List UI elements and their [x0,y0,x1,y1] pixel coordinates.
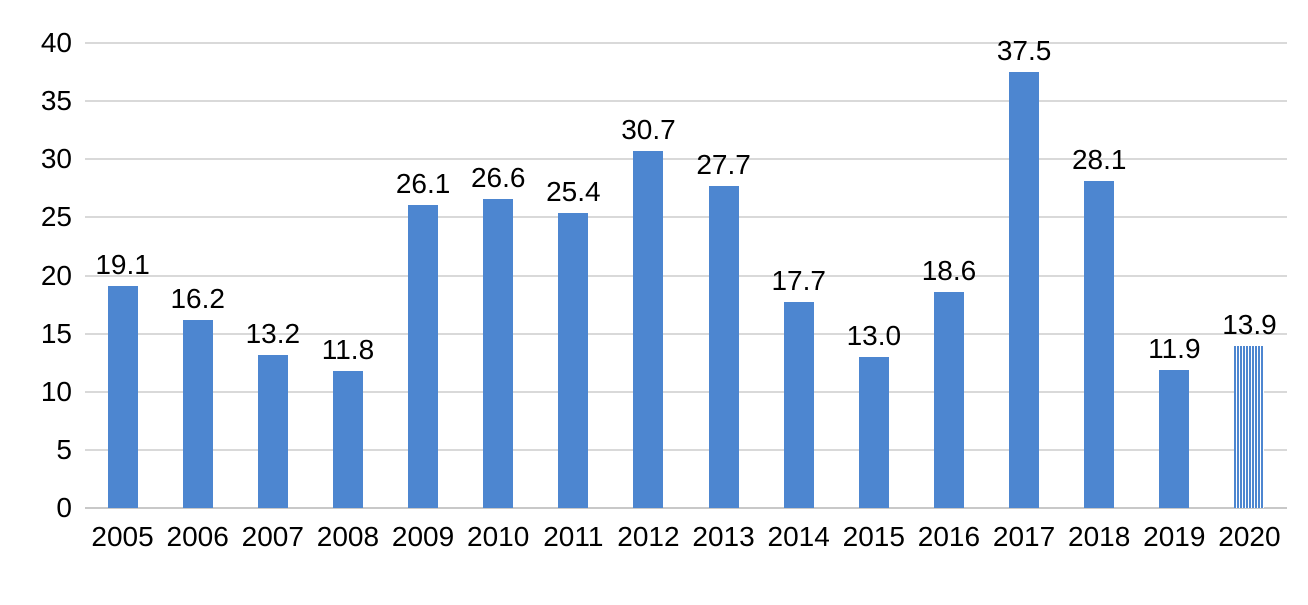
y-tick-label: 10 [40,375,72,407]
bar-value-label: 17.7 [771,265,826,297]
bar [1084,181,1115,508]
bar-value-label: 25.4 [546,175,601,207]
gridline [85,42,1287,44]
y-tick-label: 35 [40,85,72,117]
bar-value-label: 30.7 [621,114,676,146]
x-tick-label: 2008 [316,521,380,552]
x-tick-label: 2020 [1218,521,1281,552]
x-tick-label: 2013 [692,521,755,552]
bar-value-label: 13.9 [1222,309,1277,341]
bar-value-label: 26.1 [395,167,451,199]
bar-value-label: 11.8 [321,333,375,365]
bar [483,198,514,508]
bar-value-label: 19.1 [95,248,150,280]
bar-striped [1234,346,1265,508]
gridline [85,216,1287,219]
bar [1009,72,1040,508]
x-tick-label: 2019 [1143,521,1206,552]
gridline [85,390,1287,393]
bar-value-label: 13.0 [846,319,902,351]
gridline [85,158,1287,161]
bar-value-label: 28.1 [1071,144,1127,176]
x-tick-label: 2012 [617,521,680,552]
x-tick-label: 2010 [467,521,530,552]
bar-value-label: 16.2 [170,282,225,314]
bar-value-label: 18.6 [921,254,977,286]
bar-value-label: 37.5 [996,35,1052,67]
bar [783,302,814,508]
bar [858,356,889,508]
bar [1159,369,1190,508]
bar [933,291,964,508]
x-tick-label: 2011 [543,521,604,552]
bar-value-label: 27.7 [696,148,751,180]
gridline [85,332,1287,335]
plot-area [85,42,1287,509]
bar [182,319,213,508]
x-tick-label: 2015 [842,521,905,552]
y-tick-label: 15 [40,317,72,349]
bar [332,370,363,508]
x-tick-label: 2018 [1068,521,1131,552]
gridline [85,274,1287,277]
gridline [85,100,1287,103]
bar [558,212,589,508]
x-tick-label: 2005 [91,521,154,552]
y-tick-label: 25 [40,201,72,233]
bar [708,186,739,508]
gridline [85,448,1287,451]
x-tick-label: 2009 [391,521,455,552]
bar [633,151,664,508]
x-tick-label: 2016 [917,521,981,552]
y-tick-label: 5 [56,433,72,465]
bar-value-label: 13.2 [245,317,301,349]
bar [107,285,138,508]
bar [257,354,288,508]
x-tick-label: 2017 [992,521,1056,552]
y-tick-label: 30 [40,143,72,175]
y-tick-label: 20 [40,259,72,291]
bar-value-label: 11.9 [1148,332,1201,364]
y-tick-label: 0 [56,492,72,523]
y-tick-label: 40 [40,27,72,58]
x-tick-label: 2014 [767,521,830,552]
x-axis-line [85,507,1287,509]
bar-value-label: 26.6 [470,161,526,193]
bar [408,204,439,508]
x-tick-label: 2006 [166,521,229,552]
x-tick-label: 2007 [241,521,304,552]
